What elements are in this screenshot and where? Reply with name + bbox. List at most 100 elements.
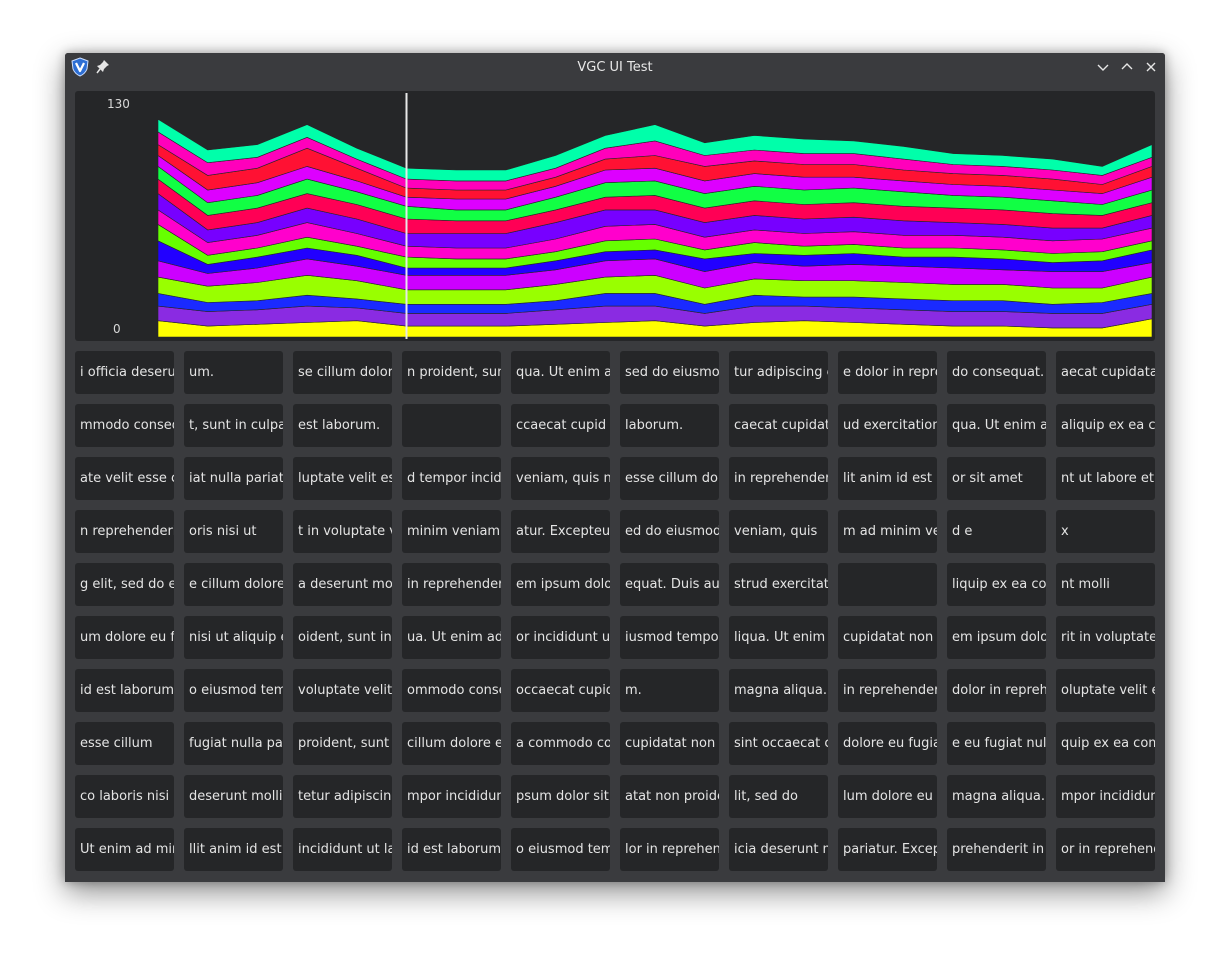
grid-cell[interactable]: [402, 404, 501, 447]
grid-cell[interactable]: d e: [947, 510, 1046, 553]
grid-cell[interactable]: llit anim id est l: [184, 828, 283, 871]
grid-cell[interactable]: aecat cupidatat: [1056, 351, 1155, 394]
grid-cell[interactable]: Ut enim ad min: [75, 828, 174, 871]
grid-cell[interactable]: ccaecat cupid: [511, 404, 610, 447]
grid-cell[interactable]: co laboris nisi u: [75, 775, 174, 818]
grid-cell[interactable]: id est laborum.: [75, 669, 174, 712]
grid-cell[interactable]: rit in voluptate v: [1056, 616, 1155, 659]
grid-cell[interactable]: g elit, sed do eiu: [75, 563, 174, 606]
grid-cell[interactable]: voluptate velit: [293, 669, 392, 712]
grid-cell[interactable]: in reprehender: [838, 669, 937, 712]
grid-cell[interactable]: m ad minim ver: [838, 510, 937, 553]
grid-cell[interactable]: atat non proide: [620, 775, 719, 818]
grid-cell[interactable]: liquip ex ea con: [947, 563, 1046, 606]
grid-cell[interactable]: oris nisi ut: [184, 510, 283, 553]
grid-cell[interactable]: t, sunt in culpa: [184, 404, 283, 447]
grid-cell[interactable]: prehenderit in v: [947, 828, 1046, 871]
grid-cell[interactable]: um.: [184, 351, 283, 394]
title-bar[interactable]: VGC UI Test: [65, 53, 1165, 82]
grid-cell[interactable]: deserunt molli: [184, 775, 283, 818]
grid-cell[interactable]: nt ut labore et d: [1056, 457, 1155, 500]
grid-cell[interactable]: o eiusmod temp: [184, 669, 283, 712]
grid-cell[interactable]: n reprehenderit: [75, 510, 174, 553]
grid-cell[interactable]: in reprehender: [402, 563, 501, 606]
grid-cell[interactable]: icia deserunt m: [729, 828, 828, 871]
grid-cell[interactable]: d tempor incidi: [402, 457, 501, 500]
grid-cell[interactable]: em ipsum dolor: [511, 563, 610, 606]
grid-cell[interactable]: i officia deserunt: [75, 351, 174, 394]
grid-cell[interactable]: cupidatat non p: [838, 616, 937, 659]
grid-cell[interactable]: n proident, sunt: [402, 351, 501, 394]
grid-cell[interactable]: sed do eiusmod: [620, 351, 719, 394]
grid-cell[interactable]: cupidatat non p: [620, 722, 719, 765]
grid-cell[interactable]: [838, 563, 937, 606]
grid-cell[interactable]: ommodo conse: [402, 669, 501, 712]
grid-cell[interactable]: um dolore eu fu: [75, 616, 174, 659]
grid-cell[interactable]: em ipsum dolor: [947, 616, 1046, 659]
grid-cell[interactable]: psum dolor sit a: [511, 775, 610, 818]
grid-cell[interactable]: ud exercitation: [838, 404, 937, 447]
grid-cell[interactable]: pariatur. Except: [838, 828, 937, 871]
grid-cell[interactable]: incididunt ut la: [293, 828, 392, 871]
grid-cell[interactable]: cillum dolore e: [402, 722, 501, 765]
chevron-up-icon[interactable]: [1120, 60, 1134, 74]
grid-cell[interactable]: tetur adipiscing: [293, 775, 392, 818]
grid-cell[interactable]: e eu fugiat nulla: [947, 722, 1046, 765]
stacked-area-chart[interactable]: 130 0: [75, 91, 1155, 341]
grid-cell[interactable]: dolore eu fugiat: [838, 722, 937, 765]
grid-cell[interactable]: caecat cupidata: [729, 404, 828, 447]
grid-cell[interactable]: dolor in reprehe: [947, 669, 1046, 712]
grid-cell[interactable]: minim veniam,: [402, 510, 501, 553]
grid-cell[interactable]: laborum.: [620, 404, 719, 447]
grid-cell[interactable]: lor in reprehen: [620, 828, 719, 871]
grid-cell[interactable]: e cillum dolore: [184, 563, 283, 606]
chevron-down-icon[interactable]: [1096, 60, 1110, 74]
grid-cell[interactable]: nisi ut aliquip e: [184, 616, 283, 659]
grid-cell[interactable]: est laborum.: [293, 404, 392, 447]
grid-cell[interactable]: mpor incididun: [402, 775, 501, 818]
grid-cell[interactable]: qua. Ut enim ad: [511, 351, 610, 394]
grid-cell[interactable]: nt molli: [1056, 563, 1155, 606]
grid-cell[interactable]: oident, sunt in c: [293, 616, 392, 659]
grid-cell[interactable]: veniam, quis no: [511, 457, 610, 500]
close-icon[interactable]: [1144, 60, 1158, 74]
grid-cell[interactable]: veniam, quis: [729, 510, 828, 553]
grid-cell[interactable]: oluptate velit es: [1056, 669, 1155, 712]
grid-cell[interactable]: iusmod tempor: [620, 616, 719, 659]
grid-cell[interactable]: or sit amet: [947, 457, 1046, 500]
grid-cell[interactable]: equat. Duis aut: [620, 563, 719, 606]
grid-cell[interactable]: mpor incididun: [1056, 775, 1155, 818]
grid-cell[interactable]: magna aliqua.: [947, 775, 1046, 818]
grid-cell[interactable]: sint occaecat c: [729, 722, 828, 765]
grid-cell[interactable]: qua. Ut enim ad: [947, 404, 1046, 447]
grid-cell[interactable]: tur adipiscing el: [729, 351, 828, 394]
grid-cell[interactable]: aliquip ex ea co: [1056, 404, 1155, 447]
grid-cell[interactable]: ua. Ut enim ad m: [402, 616, 501, 659]
grid-cell[interactable]: luptate velit ess: [293, 457, 392, 500]
grid-cell[interactable]: esse cillum: [75, 722, 174, 765]
grid-cell[interactable]: liqua. Ut enim a: [729, 616, 828, 659]
grid-cell[interactable]: a commodo con: [511, 722, 610, 765]
grid-cell[interactable]: do consequat. Du: [947, 351, 1046, 394]
grid-cell[interactable]: in reprehenderi: [729, 457, 828, 500]
grid-cell[interactable]: mmodo consequ: [75, 404, 174, 447]
grid-cell[interactable]: occaecat cupid: [511, 669, 610, 712]
grid-cell[interactable]: strud exercitatio: [729, 563, 828, 606]
grid-cell[interactable]: or in reprehend: [1056, 828, 1155, 871]
grid-cell[interactable]: or incididunt ut: [511, 616, 610, 659]
grid-cell[interactable]: se cillum dolore: [293, 351, 392, 394]
grid-cell[interactable]: id est laborum.: [402, 828, 501, 871]
grid-cell[interactable]: lum dolore eu f: [838, 775, 937, 818]
vgc-logo-icon[interactable]: [70, 57, 90, 77]
grid-cell[interactable]: magna aliqua.: [729, 669, 828, 712]
grid-cell[interactable]: a deserunt moll: [293, 563, 392, 606]
grid-cell[interactable]: esse cillum dol: [620, 457, 719, 500]
grid-cell[interactable]: fugiat nulla par: [184, 722, 283, 765]
chart-plot[interactable]: [75, 91, 1155, 341]
pin-icon[interactable]: [96, 59, 110, 75]
grid-cell[interactable]: atur. Excepteur: [511, 510, 610, 553]
grid-cell[interactable]: lit, sed do: [729, 775, 828, 818]
grid-cell[interactable]: ed do eiusmod: [620, 510, 719, 553]
grid-cell[interactable]: o eiusmod temp: [511, 828, 610, 871]
grid-cell[interactable]: quip ex ea comm: [1056, 722, 1155, 765]
